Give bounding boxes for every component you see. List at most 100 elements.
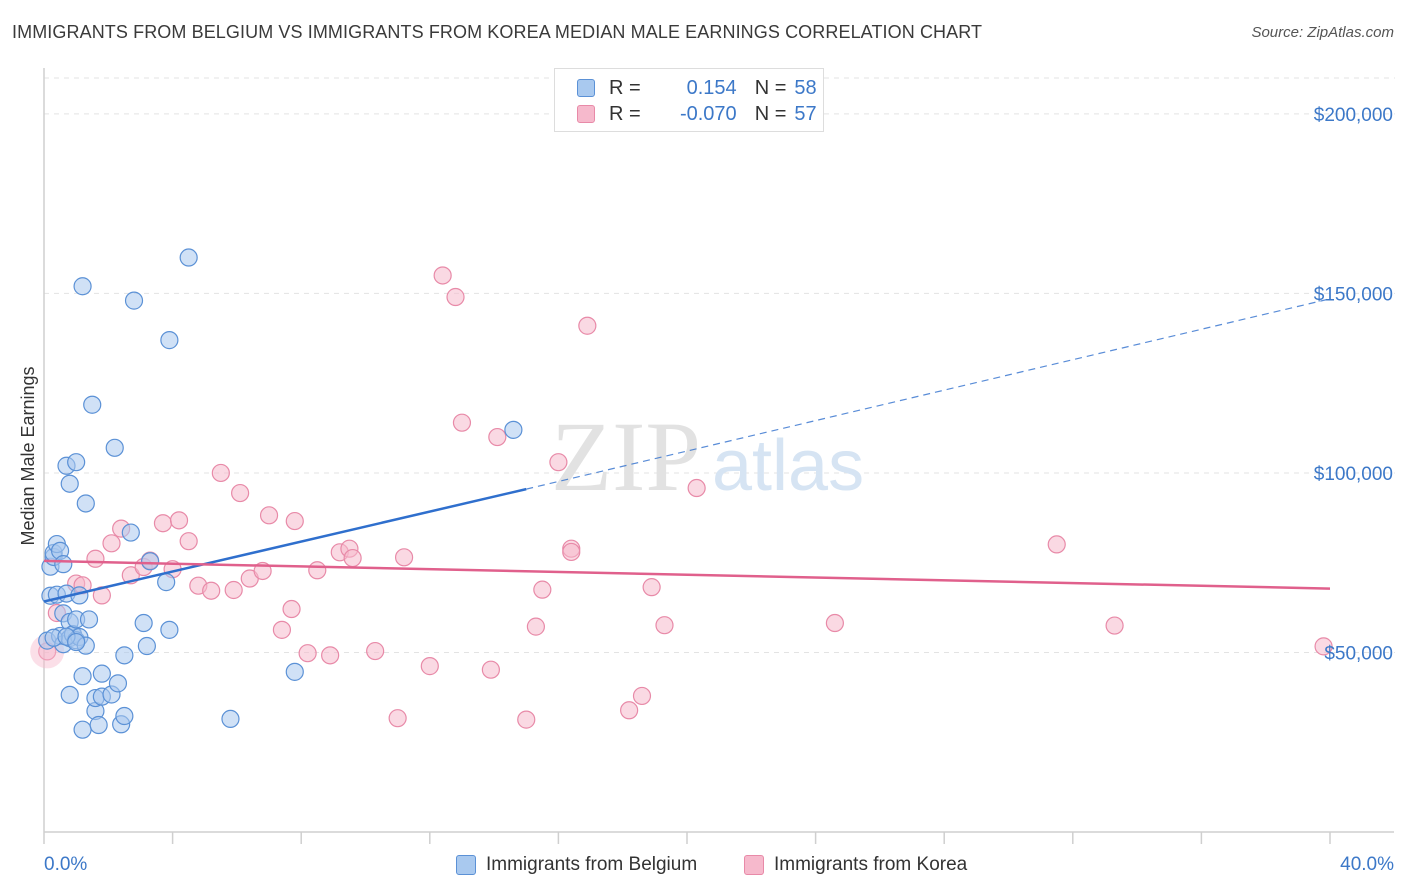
- belgium-point: [105, 438, 124, 457]
- belgium-points: [38, 248, 523, 739]
- korea-point: [481, 660, 500, 679]
- korea-point: [211, 463, 230, 483]
- trend-lines: [43, 298, 1331, 603]
- stats-legend: R = 0.154 N = 58 R = -0.070 N = 57: [554, 68, 824, 132]
- korea-point: [533, 580, 552, 599]
- korea-point: [388, 709, 407, 728]
- belgium-point: [121, 523, 140, 542]
- korea-point: [825, 613, 844, 633]
- korea-point: [420, 657, 439, 676]
- korea-point: [169, 511, 189, 530]
- belgium-point: [160, 620, 179, 639]
- korea-point: [224, 580, 243, 600]
- korea-r-label: R =: [609, 102, 641, 125]
- korea-point: [153, 514, 173, 533]
- axes: [43, 68, 1394, 844]
- korea-point: [488, 427, 507, 447]
- belgium-point: [60, 474, 79, 493]
- belgium-point: [89, 715, 108, 735]
- belgium-swatch: [577, 79, 595, 97]
- korea-points: [30, 266, 1333, 729]
- belgium-point: [221, 709, 240, 729]
- bottom-legend-belgium: Immigrants from Belgium: [456, 852, 697, 878]
- korea-point: [446, 287, 465, 307]
- belgium-point: [504, 420, 523, 439]
- korea-point: [179, 532, 198, 551]
- belgium-point: [67, 632, 86, 652]
- korea-legend-swatch: [744, 855, 764, 875]
- korea-point: [620, 701, 639, 720]
- belgium-legend-label: Immigrants from Belgium: [486, 854, 698, 875]
- belgium-point: [134, 613, 153, 633]
- belgium-point: [73, 277, 92, 296]
- y-tick-label: $150,000: [1314, 284, 1393, 305]
- belgium-point: [108, 674, 128, 693]
- korea-point: [321, 646, 340, 665]
- bottom-legend-korea: Immigrants from Korea: [744, 852, 967, 878]
- korea-point: [632, 686, 652, 706]
- belgium-point: [179, 248, 198, 267]
- korea-point: [259, 506, 279, 525]
- watermark-atlas: atlas: [712, 426, 864, 506]
- korea-point: [452, 413, 472, 432]
- belgium-point: [76, 494, 95, 513]
- korea-trend-line: [43, 559, 1331, 590]
- chart-title: IMMIGRANTS FROM BELGIUM VS IMMIGRANTS FR…: [12, 22, 983, 42]
- korea-n-value: 57: [794, 102, 817, 125]
- korea-point: [642, 578, 661, 597]
- y-tick-label: $50,000: [1324, 643, 1393, 664]
- belgium-point: [115, 706, 134, 726]
- belgium-n-value: 58: [794, 76, 817, 99]
- belgium-point: [140, 552, 160, 571]
- belgium-point: [60, 685, 79, 704]
- belgium-trend-projection: [526, 298, 1331, 490]
- korea-point: [308, 561, 327, 580]
- tick-labels: $50,000 $100,000 $150,000 $200,000 0.0% 40.0%: [44, 105, 1394, 875]
- korea-r-value: -0.070: [679, 102, 737, 125]
- belgium-point: [157, 573, 176, 592]
- belgium-point: [83, 395, 102, 414]
- y-tick-label: $200,000: [1314, 105, 1393, 126]
- korea-point: [1105, 616, 1124, 635]
- korea-point: [86, 549, 105, 568]
- korea-point: [1314, 637, 1333, 656]
- y-axis-label: Median Male Earnings: [18, 366, 38, 545]
- korea-legend-label: Immigrants from Korea: [774, 854, 968, 875]
- korea-point: [282, 599, 301, 619]
- korea-point: [394, 548, 414, 567]
- belgium-n-label: N =: [754, 76, 787, 99]
- korea-n-label: N =: [754, 102, 787, 125]
- belgium-point: [115, 646, 134, 665]
- korea-point: [298, 644, 317, 663]
- y-tick-label: $100,000: [1314, 464, 1393, 485]
- belgium-point: [79, 610, 99, 629]
- korea-point: [366, 641, 385, 661]
- belgium-legend-swatch: [456, 855, 476, 875]
- korea-point: [549, 453, 568, 472]
- korea-point: [231, 483, 250, 503]
- korea-point: [433, 266, 452, 285]
- legend-row-korea: R = -0.070 N = 57: [577, 101, 817, 127]
- korea-point: [578, 316, 597, 335]
- legend-row-belgium: R = 0.154 N = 58: [577, 75, 817, 101]
- korea-point: [562, 542, 581, 562]
- belgium-point: [124, 291, 144, 310]
- korea-point: [687, 478, 706, 498]
- belgium-point: [54, 555, 73, 574]
- belgium-point: [160, 331, 179, 350]
- korea-swatch: [577, 105, 595, 123]
- x-tick-label-max: 40.0%: [1340, 854, 1394, 875]
- korea-point: [1047, 535, 1066, 554]
- x-tick-label-min: 0.0%: [44, 854, 87, 875]
- korea-point: [655, 616, 674, 635]
- watermark-zip: ZIP: [551, 401, 701, 512]
- korea-point: [102, 534, 121, 553]
- korea-point: [517, 710, 536, 729]
- belgium-point: [67, 453, 86, 472]
- korea-point: [285, 511, 304, 531]
- belgium-point: [285, 662, 304, 681]
- belgium-r-label: R =: [609, 76, 641, 99]
- korea-point: [272, 620, 292, 639]
- korea-point: [526, 617, 545, 636]
